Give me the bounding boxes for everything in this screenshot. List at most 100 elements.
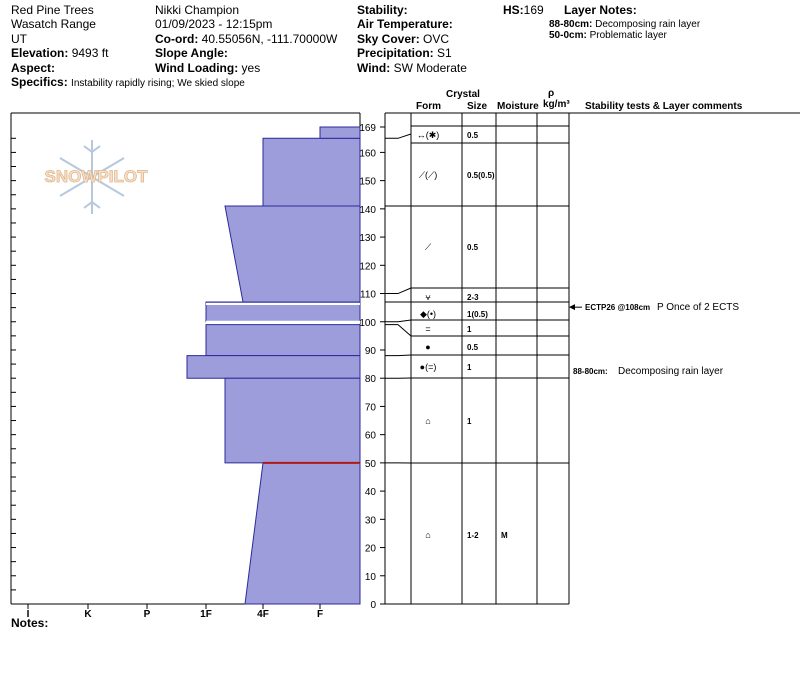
stability-test-result: ECTP26 @108cm: [585, 303, 650, 312]
specifics-value: Instability rapidly rising; We skied slo…: [71, 78, 245, 89]
hardness-tick-label: P: [144, 609, 151, 620]
hardness-tick-label: K: [84, 609, 92, 620]
hardness-layer: [224, 205, 361, 303]
crystal-header: Crystal: [446, 89, 480, 100]
hardness-layer: [186, 355, 361, 379]
crystal-size: 2-3: [467, 293, 479, 302]
crystal-size: 1(0.5): [467, 310, 488, 319]
hardness-layer: [244, 462, 361, 605]
layer-connector: [385, 133, 412, 139]
crystal-size: 0.5: [467, 343, 479, 352]
hardness-tick-label: I: [27, 609, 30, 620]
layer-note-range: 50-0cm:: [549, 30, 587, 41]
stability-label: Stability:: [357, 3, 408, 17]
crystal-size: 1: [467, 417, 472, 426]
layer-note: 50-0cm: Problematic layer: [549, 30, 667, 41]
wind-label: Wind:: [357, 61, 391, 75]
datetime: 01/09/2023 - 12:15pm: [155, 17, 273, 31]
logo-text: SNOWPILOT: [45, 167, 149, 186]
slope-label: Slope Angle:: [155, 46, 228, 60]
air-temp-label: Air Temperature:: [357, 17, 453, 31]
size-header: Size: [467, 101, 488, 112]
layer-connector: [385, 319, 412, 323]
hardness-layer-top: [319, 126, 361, 139]
precip-value: S1: [437, 46, 452, 60]
hardness-tick-label: 1F: [200, 609, 212, 620]
layer-comment-range: 88-80cm:: [573, 367, 608, 376]
crystal-form-symbol: ●(=): [420, 362, 437, 372]
layer-connector: [385, 287, 412, 295]
crystal-size: 0.5: [467, 243, 479, 252]
elevation: Elevation: 9493 ft: [11, 46, 108, 60]
comments-header: Stability tests & Layer comments: [585, 101, 743, 112]
snowpilot-logo: SNOWPILOT: [44, 140, 149, 214]
depth-tick-label: 60: [365, 431, 377, 442]
crystal-form-symbol: ⌂: [425, 530, 430, 540]
rho-header: ρ: [548, 88, 555, 99]
range: Wasatch Range: [11, 17, 96, 31]
layer-connector: [385, 324, 412, 337]
hs-value: 169: [523, 3, 544, 17]
coord-label: Co-ord:: [155, 32, 199, 46]
observer: Nikki Champion: [155, 3, 240, 17]
depth-tick-label: 70: [365, 402, 377, 413]
hardness-layer: [205, 324, 361, 357]
layer-notes-label: Layer Notes:: [564, 3, 637, 17]
crystal-form-symbol: =: [425, 324, 430, 334]
form-header: Form: [416, 101, 441, 112]
layer-note-text: Problematic layer: [589, 30, 667, 41]
layer-note: 88-80cm: Decomposing rain layer: [549, 19, 700, 30]
depth-tick-label: 30: [365, 515, 377, 526]
layer-comment-text: Decomposing rain layer: [618, 366, 724, 377]
depth-tick-label: 90: [365, 346, 377, 357]
depth-tick-label: 40: [365, 487, 377, 498]
hardness-tick-label: F: [317, 609, 323, 620]
depth-tick-label: 0: [370, 600, 376, 611]
elevation-label: Elevation:: [11, 46, 69, 60]
density-unit-header: kg/m³: [543, 99, 570, 110]
depth-tick-label: 100: [359, 318, 376, 329]
wind: Wind: SW Moderate: [357, 61, 467, 75]
depth-tick-label: 10: [365, 572, 377, 583]
precipitation: Precipitation: S1: [357, 46, 452, 60]
specifics: Specifics: Instability rapidly rising; W…: [11, 75, 245, 89]
notes-label: Notes:: [11, 616, 49, 630]
crystal-size: 1: [467, 325, 472, 334]
crystal-size: 0.5(0.5): [467, 171, 495, 180]
wind-loading: Wind Loading: yes: [155, 61, 260, 75]
wind-loading-label: Wind Loading:: [155, 61, 239, 75]
sky-label: Sky Cover:: [357, 32, 420, 46]
crystal-form-symbol: ⩝: [425, 292, 430, 302]
hardness-tick-label: 4F: [257, 609, 269, 620]
specifics-label: Specifics:: [11, 75, 68, 89]
moisture-header: Moisture: [497, 101, 539, 112]
crystal-form-symbol: ⟋: [425, 242, 432, 252]
wind-value: SW Moderate: [393, 61, 467, 75]
layer-note-text: Decomposing rain layer: [595, 19, 701, 30]
crystal-size: 0.5: [467, 131, 479, 140]
hs: HS:169: [503, 3, 544, 17]
aspect-label: Aspect:: [11, 61, 56, 75]
crystal-form-symbol: ↔(✱): [417, 130, 440, 140]
wind-loading-value: yes: [241, 61, 261, 75]
crystal-size: 1-2: [467, 531, 479, 540]
crystal-form-symbol: ◆(•): [420, 309, 436, 319]
snowflake-icon: [59, 140, 125, 214]
elevation-value: 9493 ft: [71, 46, 109, 60]
state: UT: [11, 32, 27, 46]
layer-gap: [206, 302, 360, 305]
hardness-layer: [224, 377, 361, 464]
depth-tick-label: 80: [365, 374, 377, 385]
depth-tick-label: 150: [359, 177, 376, 188]
layer-gap: [206, 320, 360, 324]
coord: Co-ord: 40.55056N, -111.70000W: [155, 32, 337, 46]
location: Red Pine Trees: [11, 3, 94, 17]
sky-cover: Sky Cover: OVC: [357, 32, 449, 46]
crystal-form-symbol: ⌂: [425, 416, 430, 426]
moisture-value: M: [501, 531, 508, 540]
depth-tick-label: 120: [359, 261, 376, 272]
sky-value: OVC: [423, 32, 450, 46]
crystal-size: 1: [467, 363, 472, 372]
depth-tick-label: 50: [365, 459, 377, 470]
